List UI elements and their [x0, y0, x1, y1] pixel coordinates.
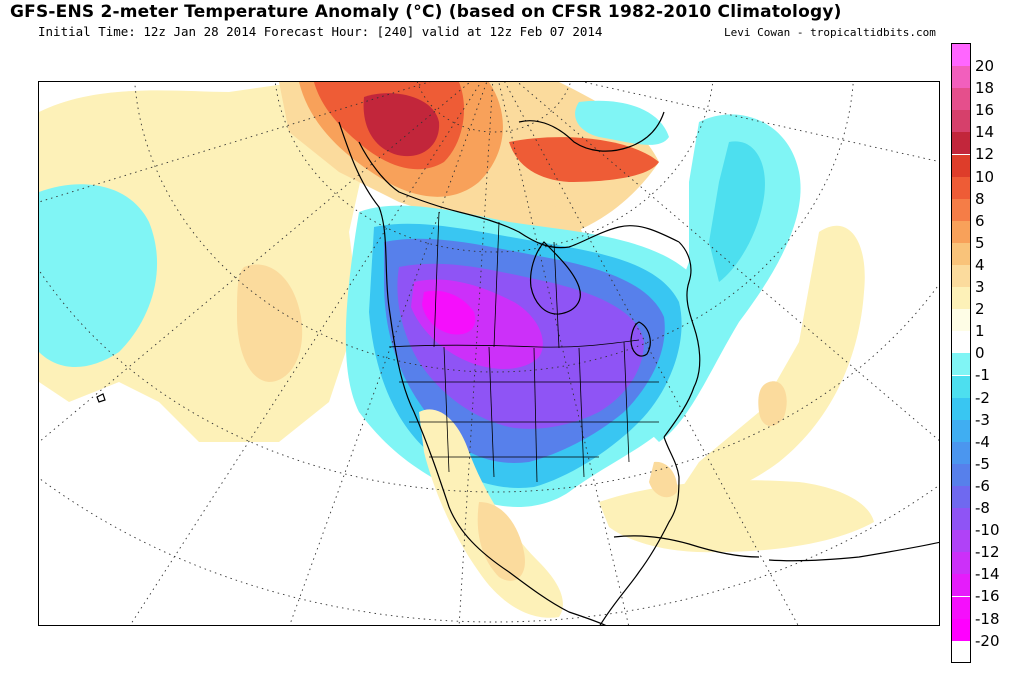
colorbar-label: 5	[975, 233, 985, 252]
anomaly-region-alaska-warm-core	[363, 93, 440, 157]
colorbar-swatch	[952, 463, 970, 486]
colorbar-swatch	[952, 441, 970, 464]
colorbar-label: -12	[975, 543, 1000, 562]
colorbar-swatch	[952, 353, 970, 376]
colorbar-label: 1	[975, 322, 985, 341]
colorbar-label: 14	[975, 123, 995, 142]
colorbar-label: 12	[975, 145, 995, 164]
colorbar-label: 18	[975, 79, 995, 98]
forecast-time-subtitle: Initial Time: 12z Jan 28 2014 Forecast H…	[38, 24, 603, 39]
colorbar-swatch	[952, 265, 970, 288]
colorbar-label: 20	[975, 57, 995, 75]
colorbar-swatch	[952, 287, 970, 310]
colorbar-swatch	[952, 309, 970, 332]
anomaly-region-greenland-warm	[509, 137, 659, 182]
colorbar-swatch	[952, 486, 970, 509]
colorbar-label: -10	[975, 521, 1000, 540]
anomaly-region-atlantic-warm-core	[758, 381, 787, 427]
colorbar-swatch	[952, 375, 970, 398]
colorbar-label: 2	[975, 300, 985, 319]
colorbar-label: -3	[975, 410, 990, 429]
anomaly-region-atlantic-cold-core	[709, 141, 765, 282]
colorbar-swatch	[952, 596, 970, 619]
colorbar-swatch	[952, 552, 970, 575]
colorbar-label: 3	[975, 278, 985, 296]
anomaly-map	[38, 81, 940, 626]
author-credit: Levi Cowan - tropicaltidbits.com	[724, 26, 936, 39]
colorbar-label: 0	[975, 344, 985, 363]
colorbar-swatch	[952, 66, 970, 89]
colorbar-label: 6	[975, 211, 985, 230]
political-borders	[388, 211, 659, 483]
colorbar-label: 8	[975, 189, 985, 208]
colorbar-label: 16	[975, 101, 995, 120]
anomaly-region-greenland-cold	[575, 100, 669, 145]
colorbar-label: -18	[975, 609, 1000, 628]
colorbar-swatch	[952, 397, 970, 420]
colorbar	[951, 43, 971, 663]
colorbar-swatch	[952, 574, 970, 597]
colorbar-swatch	[952, 419, 970, 442]
colorbar-swatch	[952, 508, 970, 531]
colorbar-swatch	[952, 88, 970, 111]
colorbar-label: 10	[975, 167, 995, 186]
colorbar-swatch	[952, 618, 970, 641]
colorbar-swatch	[952, 220, 970, 243]
colorbar-swatch	[952, 110, 970, 133]
colorbar-swatch	[952, 331, 970, 354]
coastlines	[96, 111, 939, 625]
map-canvas	[39, 82, 939, 625]
anomaly-region-atlantic-warm	[679, 225, 865, 496]
colorbar-label: -8	[975, 499, 990, 517]
colorbar-swatch	[952, 198, 970, 221]
colorbar-label: -16	[975, 587, 1000, 606]
anomaly-region-pacific-cold	[39, 184, 158, 367]
colorbar-label: 4	[975, 255, 985, 274]
colorbar-label: -6	[975, 476, 990, 495]
colorbar-swatch	[952, 132, 970, 155]
colorbar-label: -2	[975, 388, 990, 407]
colorbar-swatch	[952, 154, 970, 177]
colorbar-swatch	[952, 44, 970, 67]
colorbar-swatch	[952, 242, 970, 265]
anomaly-region-pacific-warm-2	[237, 264, 303, 382]
colorbar-label: -4	[975, 432, 990, 451]
anomaly-region-mexico-warm-2	[477, 502, 525, 581]
colorbar-label: -1	[975, 366, 990, 385]
colorbar-swatch	[952, 530, 970, 553]
chart-title: GFS-ENS 2-meter Temperature Anomaly (°C)…	[10, 2, 842, 22]
graticule	[39, 82, 939, 625]
colorbar-label: -5	[975, 454, 990, 473]
anomaly-region-caribbean-warm	[599, 480, 874, 553]
colorbar-label: -20	[975, 631, 1000, 650]
colorbar-swatch	[952, 176, 970, 199]
colorbar-label: -14	[975, 565, 1000, 584]
